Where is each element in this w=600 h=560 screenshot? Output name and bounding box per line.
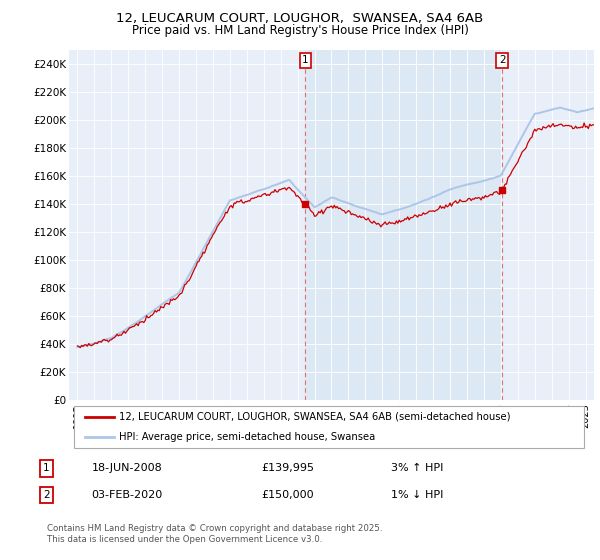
Text: 18-JUN-2008: 18-JUN-2008 (92, 464, 163, 473)
Text: 3% ↑ HPI: 3% ↑ HPI (391, 464, 443, 473)
Text: 1: 1 (302, 55, 309, 65)
Text: 1: 1 (43, 464, 50, 473)
FancyBboxPatch shape (74, 405, 583, 449)
Text: 1% ↓ HPI: 1% ↓ HPI (391, 490, 443, 500)
Text: 03-FEB-2020: 03-FEB-2020 (92, 490, 163, 500)
Text: 2: 2 (43, 490, 50, 500)
Text: Price paid vs. HM Land Registry's House Price Index (HPI): Price paid vs. HM Land Registry's House … (131, 24, 469, 36)
Text: £150,000: £150,000 (261, 490, 314, 500)
Bar (305, 50, 502, 400)
Text: 2: 2 (499, 55, 506, 65)
Text: HPI: Average price, semi-detached house, Swansea: HPI: Average price, semi-detached house,… (119, 432, 375, 442)
Text: 12, LEUCARUM COURT, LOUGHOR, SWANSEA, SA4 6AB (semi-detached house): 12, LEUCARUM COURT, LOUGHOR, SWANSEA, SA… (119, 412, 511, 422)
Text: £139,995: £139,995 (261, 464, 314, 473)
Text: 12, LEUCARUM COURT, LOUGHOR,  SWANSEA, SA4 6AB: 12, LEUCARUM COURT, LOUGHOR, SWANSEA, SA… (116, 12, 484, 25)
Text: Contains HM Land Registry data © Crown copyright and database right 2025.
This d: Contains HM Land Registry data © Crown c… (47, 524, 382, 544)
